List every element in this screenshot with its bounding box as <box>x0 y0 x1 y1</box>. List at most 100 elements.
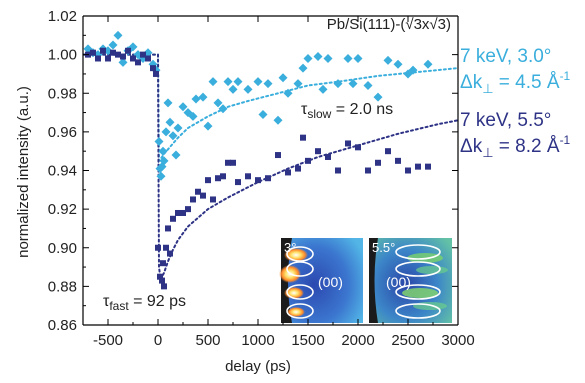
data-point-diamond <box>198 92 208 102</box>
data-point-diamond <box>273 115 283 125</box>
data-point-square <box>385 148 391 155</box>
x-tick-label: 3000 <box>441 332 474 349</box>
data-point-square <box>235 179 241 186</box>
y-tick-label: 1.02 <box>48 8 77 25</box>
x-tick-label: -500 <box>93 332 123 349</box>
y-tick-label: 0.94 <box>48 163 77 180</box>
tau-slow-subscript: slow <box>307 107 331 121</box>
data-point-diamond <box>118 57 128 67</box>
legend-3deg-delta-k: Δk <box>460 72 483 93</box>
data-point-square <box>425 163 431 170</box>
data-point-square <box>325 153 331 160</box>
data-point-square <box>90 49 96 56</box>
inset-3deg-angle-label: 3° <box>284 240 296 255</box>
data-point-square <box>305 157 311 164</box>
data-point-diamond <box>208 77 218 87</box>
data-point-diamond <box>156 171 166 181</box>
data-point-square <box>365 167 371 174</box>
legend-3deg-superscript: -1 <box>560 69 571 83</box>
data-point-square <box>125 47 131 54</box>
data-point-diamond <box>113 30 123 40</box>
legend-5-5deg-subscript: ⊥ <box>482 145 493 160</box>
tau-slow-symbol: τ <box>301 101 308 118</box>
data-point-square <box>190 196 196 203</box>
data-point-diamond <box>253 77 263 87</box>
data-point-square <box>150 65 156 72</box>
data-point-diamond <box>178 102 188 112</box>
legend-3deg-line1: 7 keV, 3.0° <box>460 46 551 67</box>
tau-fast-value: = 92 ps <box>129 293 186 310</box>
data-point-square <box>157 273 163 280</box>
fit-curves <box>83 53 458 279</box>
fit-curve-1 <box>83 53 458 279</box>
y-tick-label: 0.90 <box>48 240 77 257</box>
data-point-square <box>159 277 165 284</box>
data-point-diamond <box>333 79 343 89</box>
legend-5-5deg-line2: Δk⊥ = 8.2 Å-1 <box>460 133 571 160</box>
legend-5-5deg-delta-k: Δk <box>460 136 483 157</box>
data-point-diamond <box>163 98 173 108</box>
data-point-diamond <box>263 79 273 89</box>
tau-fast-annotation: τfast = 92 ps <box>103 293 186 313</box>
data-point-diamond <box>213 98 223 108</box>
data-point-square <box>175 209 181 216</box>
data-point-square <box>265 175 271 182</box>
y-axis-label: normalized intensity (a.u.) <box>15 86 32 258</box>
x-tick-label: 2000 <box>341 332 374 349</box>
data-point-square <box>355 144 361 151</box>
data-point-square <box>135 59 141 66</box>
inset-3deg-spot-label: (00) <box>318 274 343 290</box>
data-point-diamond <box>313 52 323 62</box>
data-point-diamond <box>373 92 383 102</box>
data-point-diamond <box>154 137 164 147</box>
data-point-square <box>215 175 221 182</box>
tick-labels: -500 0 500 1000 1500 2000 2500 3000 0.86 0.88 0.90… <box>48 8 475 349</box>
tau-slow-annotation: τslow = 2.0 ns <box>301 101 393 121</box>
data-point-diamond <box>318 84 328 94</box>
y-tick-label: 0.98 <box>48 85 77 102</box>
data-point-diamond <box>283 88 293 98</box>
inset-3deg: 3° (00) <box>279 238 363 323</box>
data-point-diamond <box>188 111 198 121</box>
data-point-square <box>395 157 401 164</box>
data-point-diamond <box>343 53 353 63</box>
data-point-square <box>335 167 341 174</box>
inset-5-5deg-streak <box>416 266 448 274</box>
data-point-diamond <box>191 94 201 104</box>
data-point-diamond <box>348 79 358 89</box>
x-tick-label: 500 <box>195 332 220 349</box>
data-point-diamond <box>353 53 363 63</box>
data-point-diamond <box>293 79 303 89</box>
inset-3deg-ring <box>286 303 314 319</box>
data-point-diamond <box>158 146 168 156</box>
data-point-square <box>180 209 186 216</box>
inset-5-5deg-spot-label: (00) <box>386 274 411 290</box>
data-point-diamond <box>228 84 238 94</box>
x-tick-label: 1000 <box>241 332 274 349</box>
data-point-diamond <box>303 53 313 63</box>
data-point-square <box>115 51 121 58</box>
data-point-diamond <box>393 59 403 69</box>
data-point-diamond <box>323 53 333 63</box>
data-point-diamond <box>383 55 393 65</box>
x-axis-label: delay (ps) <box>225 358 291 375</box>
legend-entry-3deg: 7 keV, 3.0° Δk⊥ = 4.5 Å-1 <box>460 46 571 96</box>
data-point-square <box>315 148 321 155</box>
y-tick-label: 0.96 <box>48 124 77 141</box>
legend-entry-5-5deg: 7 keV, 5.5° Δk⊥ = 8.2 Å-1 <box>460 110 571 160</box>
data-point-square <box>220 173 226 180</box>
data-point-diamond <box>159 156 169 166</box>
data-point-square <box>130 55 136 62</box>
data-point-square <box>245 173 251 180</box>
data-point-square <box>345 140 351 147</box>
inset-3deg-ring <box>286 246 314 262</box>
data-point-square <box>170 215 176 222</box>
data-point-diamond <box>203 121 213 131</box>
data-point-square <box>105 55 111 62</box>
data-point-square <box>163 244 169 251</box>
tau-fast-subscript: fast <box>109 299 129 313</box>
data-point-diamond <box>408 65 418 75</box>
inset-5-5deg-ring <box>395 303 441 319</box>
data-point-square <box>95 55 101 62</box>
